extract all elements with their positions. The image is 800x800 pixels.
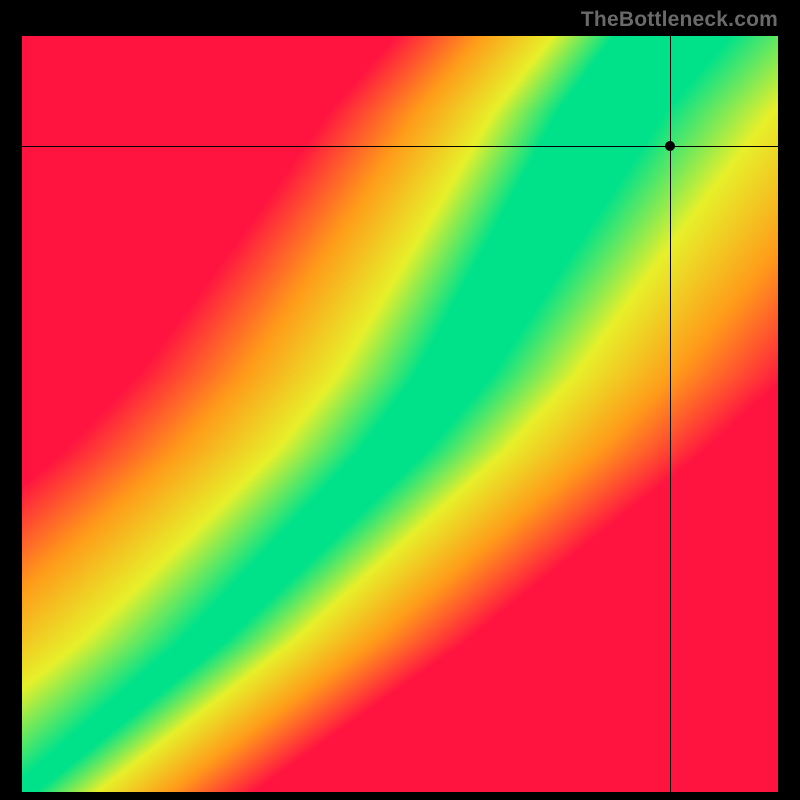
figure-container: { "watermark": "TheBottleneck.com", "wat…: [0, 0, 800, 800]
heatmap-canvas: [22, 36, 778, 792]
watermark-text: TheBottleneck.com: [581, 8, 778, 32]
crosshair-marker: [665, 141, 675, 151]
heatmap-plot: [22, 36, 778, 792]
